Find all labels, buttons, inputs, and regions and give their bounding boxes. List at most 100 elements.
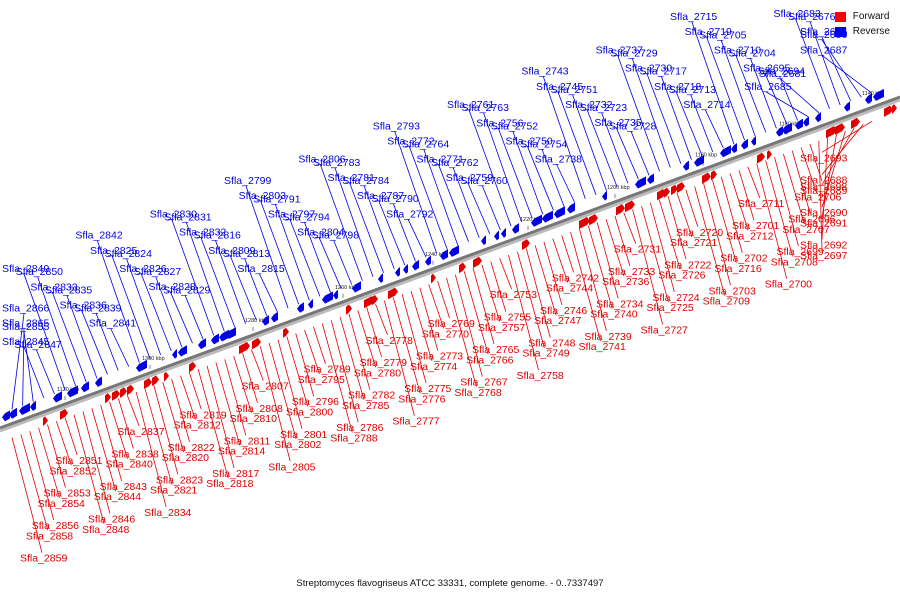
gene-label: Sfla_2762 [431, 157, 478, 169]
gene-label: Sfla_2745 [536, 81, 583, 93]
gene-leader-line [394, 131, 438, 254]
gene-leader-line [184, 295, 204, 340]
forward-gene-arrow [152, 375, 159, 387]
gene-label: Sfla_2751 [551, 84, 598, 96]
forward-gene-arrow [112, 389, 120, 401]
gene-leader-line [437, 280, 450, 319]
gene-leader-line [375, 303, 388, 336]
gene-label: Sfla_2708 [771, 256, 818, 268]
forward-gene-arrow [283, 327, 289, 338]
gene-leader-line [153, 385, 179, 475]
gene-leader-line [605, 218, 625, 277]
scale-tick-label: 1220 kbp [520, 217, 543, 223]
gene-label: Sfla_2728 [609, 120, 656, 132]
gene-label: Sfla_2818 [206, 478, 253, 490]
gene-label: Sfla_2812 [173, 420, 220, 432]
gene-label: Sfla_2829 [163, 284, 210, 296]
scale-tick-label: 1240 kbp [425, 252, 448, 258]
gene-label: Sfla_2717 [640, 66, 687, 78]
forward-gene-arrow [702, 172, 711, 184]
gene-leader-line [704, 109, 724, 149]
gene-label: Sfla_2676 [788, 11, 835, 23]
gene-label: Sfla_2693 [800, 152, 847, 164]
gene-label: Sfla_2795 [298, 374, 345, 386]
gene-leader-line [782, 153, 805, 225]
gene-leader-line [617, 55, 661, 172]
gene-leader-line [821, 36, 852, 102]
gene-label: Sfla_2768 [454, 387, 501, 399]
gene-label: Sfla_2831 [164, 211, 211, 223]
gene-label: Sfla_2815 [237, 263, 284, 275]
gene-leader-line [185, 222, 225, 332]
gene-label: Sfla_2700 [765, 279, 812, 291]
reverse-gene-arrow [602, 190, 607, 201]
gene-label: Sfla_2732 [565, 99, 612, 111]
forward-gene-arrow [239, 342, 250, 355]
gene-label: Sfla_2731 [614, 244, 661, 256]
reverse-gene-arrow [694, 155, 704, 167]
gene-leader-line [233, 355, 253, 414]
gene-label: Sfla_2723 [580, 102, 627, 114]
reverse-gene-arrow [481, 235, 486, 246]
gene-leader-line [423, 149, 459, 246]
forward-gene-arrow [671, 184, 678, 196]
gene-label: Sfla_2736 [602, 276, 649, 288]
gene-leader-line [821, 54, 873, 94]
gene-label: Sfla_2814 [218, 446, 265, 458]
genome-title: Streptomyces flavogriseus ATCC 33331, co… [296, 578, 604, 589]
gene-leader-line [22, 328, 25, 406]
gene-label: Sfla_2842 [75, 230, 122, 242]
reverse-gene-arrow [494, 230, 499, 241]
reverse-gene-arrow [412, 259, 419, 271]
gene-label: Sfla_2810 [230, 413, 277, 425]
gene-leader-line [641, 205, 669, 303]
reverse-gene-arrow [95, 376, 102, 388]
scale-tick-label: 1300 kbp [142, 356, 165, 362]
gene-label: Sfla_2792 [386, 208, 433, 220]
gene-leader-line [764, 73, 788, 125]
gene-leader-line [11, 313, 25, 410]
reverse-gene-arrow [226, 327, 236, 339]
gene-leader-line [135, 391, 167, 508]
gene-leader-line [126, 395, 140, 427]
reverse-gene-arrow [53, 391, 62, 403]
gene-label: Sfla_2689 [800, 185, 847, 197]
gene-label: Sfla_2807 [241, 381, 288, 393]
reverse-gene-arrow [271, 311, 278, 323]
gene-leader-line [572, 94, 607, 192]
forward-gene-arrow [164, 371, 169, 382]
reverse-gene-arrow [542, 210, 553, 223]
gene-label: Sfla_2852 [49, 465, 96, 477]
forward-gene-arrow [252, 338, 261, 350]
gene-label: Sfla_2696 [788, 214, 835, 226]
gene-leader-line [73, 414, 105, 524]
reverse-gene-arrow [731, 142, 737, 154]
gene-label: Sfla_2758 [516, 370, 563, 382]
gene-leader-line [601, 112, 629, 184]
gene-label: Sfla_2834 [144, 507, 191, 519]
gene-label: Sfla_2749 [522, 348, 569, 360]
gene-label: Sfla_2719 [685, 26, 732, 38]
gene-label: Sfla_2775 [404, 383, 451, 395]
gene-leader-line [821, 127, 855, 186]
gene-leader-line [304, 329, 320, 375]
forward-gene-arrow [711, 170, 717, 181]
forward-gene-arrow [144, 378, 152, 390]
gene-leader-line [260, 201, 300, 305]
gene-leader-line [490, 261, 507, 312]
reverse-gene-arrow [262, 315, 269, 326]
gene-leader-line [318, 237, 342, 289]
gene-leader-line [410, 290, 433, 361]
gene-label: Sfla_2772 [387, 135, 434, 147]
gene-label: Sfla_2805 [268, 461, 315, 473]
gene-leader-line [561, 235, 575, 273]
gene-leader-line [289, 219, 321, 297]
gene-label: Sfla_2794 [283, 211, 330, 223]
reverse-gene-arrow [219, 329, 229, 342]
gene-leader-line [452, 167, 480, 238]
gene-leader-line [200, 237, 236, 328]
gene-leader-line [295, 333, 315, 397]
gene-leader-line [512, 131, 544, 215]
gene-leader-line [821, 137, 829, 240]
